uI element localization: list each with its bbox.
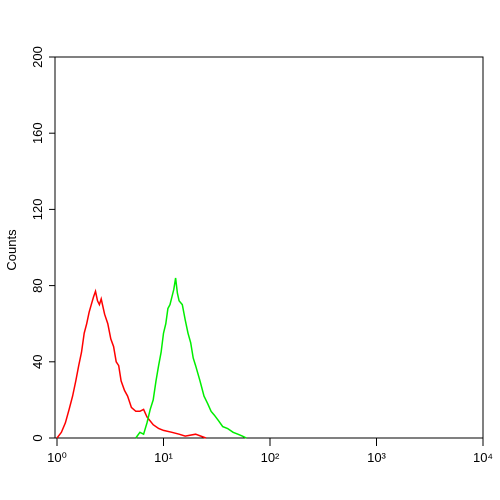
series-line [135, 277, 247, 439]
y-tick-label: 120 [30, 199, 45, 221]
series-line [56, 288, 207, 439]
y-tick-label: 200 [30, 46, 45, 68]
x-tick-label: 10¹ [154, 450, 173, 465]
y-tick-label: 160 [30, 122, 45, 144]
x-tick-label: 10⁴ [473, 450, 493, 465]
plot-frame [54, 56, 484, 439]
x-tick-label: 10⁰ [47, 450, 67, 465]
y-axis-label: Counts [4, 229, 19, 271]
x-tick-label: 10² [261, 450, 280, 465]
y-tick-label: 40 [30, 355, 45, 369]
y-tick-label: 0 [30, 434, 45, 441]
y-tick-label: 80 [30, 278, 45, 292]
x-tick-label: 10³ [367, 450, 386, 465]
